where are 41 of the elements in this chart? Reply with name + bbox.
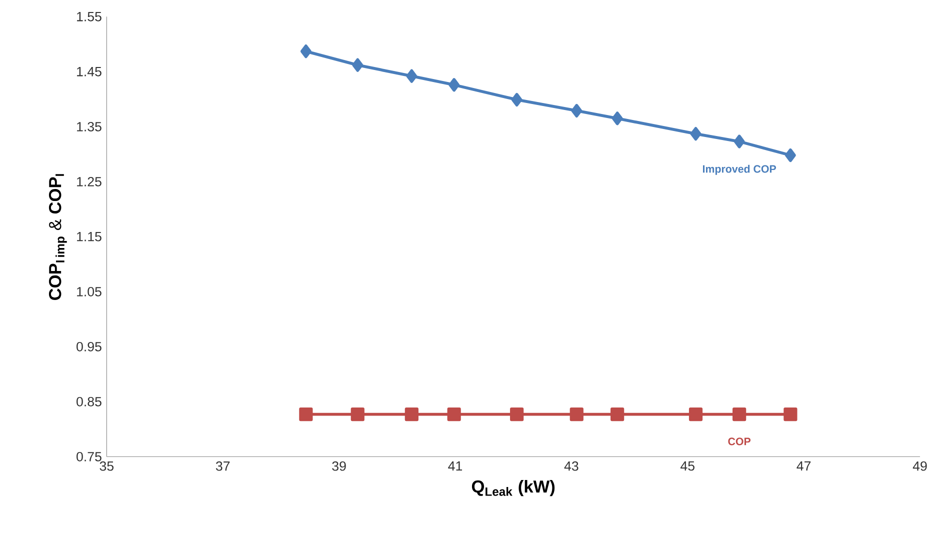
point	[300, 44, 312, 58]
point	[404, 408, 418, 422]
point	[734, 134, 745, 148]
point	[570, 408, 584, 422]
point	[406, 69, 418, 83]
point	[510, 408, 524, 422]
y-tick-label: 0.95	[76, 342, 102, 352]
point	[690, 127, 702, 141]
point	[732, 408, 746, 422]
point	[612, 112, 623, 126]
point	[352, 58, 364, 72]
point	[448, 78, 460, 92]
y-axis-title: $\mathbf{COP_{I\,imp}\ \&\ COP_{I}}$	[48, 174, 67, 300]
x-tick-label: 45	[680, 461, 694, 471]
point	[784, 148, 796, 162]
point	[688, 408, 703, 422]
x-tick-label: 43	[564, 461, 578, 471]
y-tick-label: 1.15	[77, 232, 102, 242]
point	[511, 92, 522, 107]
point	[350, 408, 364, 422]
y-tick-label: 0.75	[76, 452, 102, 462]
y-tick-label: 0.85	[76, 396, 102, 406]
x-tick-label: 47	[796, 461, 811, 471]
x-tick-label: 39	[332, 461, 346, 471]
y-tick-label: 1.05	[77, 286, 102, 296]
y-tick-label: 1.45	[77, 67, 102, 76]
point	[447, 408, 461, 422]
series-label: Improved COP	[702, 164, 776, 175]
point	[299, 408, 313, 422]
point	[571, 104, 582, 118]
y-tick-label: 1.35	[77, 122, 102, 132]
y-tick-label: 1.25	[77, 176, 102, 186]
x-tick-label: 35	[100, 461, 114, 471]
point	[784, 408, 798, 422]
y-tick-label: 1.55	[77, 12, 102, 22]
x-axis-title: Q$_{Leak}$ (kW)	[472, 480, 555, 496]
x-tick-label: 49	[912, 461, 927, 471]
point	[610, 408, 624, 422]
x-tick-label: 41	[448, 461, 462, 471]
x-tick-label: 37	[216, 461, 230, 471]
series-label: COP	[728, 438, 751, 446]
